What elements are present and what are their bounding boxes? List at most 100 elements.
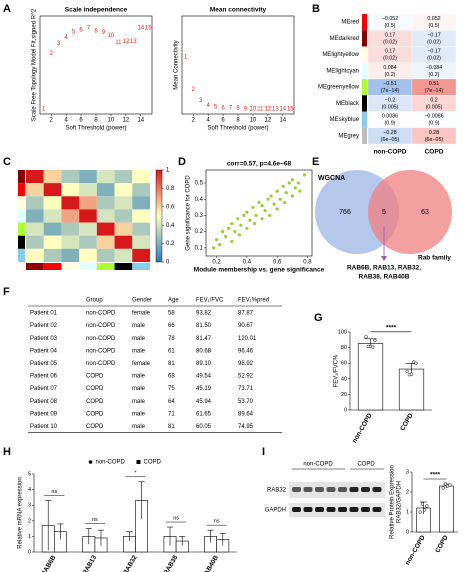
band [303,507,313,512]
x-tick-label: 0.2 [212,260,221,266]
module-swatch [61,263,80,270]
panel-label: H [3,446,11,458]
point [260,204,264,208]
heat-cell [411,127,457,145]
table-cell: male [132,323,146,329]
heat-cell [43,209,62,223]
significance: **** [430,472,441,479]
y-tick-label: 0.1 [195,245,204,251]
point [283,200,287,205]
venn-count: 63 [421,209,429,216]
colorbar-tick-label: 0.4 [166,223,175,229]
heat-cell [61,222,80,236]
heat-cell [96,196,115,210]
y-tick-label: 0 [406,529,409,535]
point-label: 1 [42,107,46,113]
cell-label: (7e−14) [381,88,400,94]
data-point [405,369,409,374]
x-tick-label: COPD [434,534,450,554]
band [361,507,370,512]
significance: ns [92,517,98,523]
point [290,194,294,198]
table-cell: 81.47 [196,336,212,342]
point-label: 13 [130,39,137,45]
module-swatch [18,235,25,249]
table-cell: COPD [86,424,104,430]
x-tick-label: 8 [236,118,240,124]
point [281,184,285,188]
point-label: 4 [64,35,68,41]
x-tick-label: 0.6 [273,260,282,266]
heat-cell [96,170,115,184]
table-cell: 60.05 [196,424,212,430]
point [211,246,216,250]
heat-cell [43,235,62,249]
row-label: MEgreenyellow [318,85,360,91]
module-swatch [18,183,25,197]
table-cell: 120.01 [238,336,257,342]
row-label: MEdarkred [330,36,359,42]
legend-marker [88,460,93,464]
x-axis-label: Module membership vs. gene significance [194,267,325,274]
data-point [409,372,414,376]
table-cell: 75 [168,386,175,392]
heat-cell [132,183,150,197]
table-cell: Patient 01 [30,311,58,317]
module-swatch [26,263,44,270]
table-cell: 68 [168,374,175,380]
cell-label: (0.005) [426,104,443,110]
band-label: GAPDH [265,508,286,514]
table-cell: 61 [168,348,175,354]
y-tick-label: 0.2 [195,229,204,235]
heat-cell [26,235,44,249]
y-tick-label: 3 [406,469,409,475]
x-tick-label: non-COPD [404,534,427,566]
point-label: 2 [192,87,196,93]
x-tick-label: 10 [250,118,257,124]
cell-label: 0.17 [385,32,395,38]
significance: ns [214,519,220,525]
y-tick-label: 1 [28,534,31,540]
cell-label: (6e−05) [425,137,444,143]
point [268,213,272,218]
point-label: 15 [145,25,152,31]
x-tick-label: 10 [108,118,115,124]
x-axis-label: Soft Threshold (power) [66,126,127,132]
heat-cell [43,183,62,197]
point-label: 4 [206,103,210,109]
heat-cell [96,222,115,236]
y-tick-label: 40 [341,376,347,382]
data-point [443,482,448,486]
table-cell: male [132,336,146,342]
point [242,213,246,218]
heat-cell [132,196,150,210]
y-axis-label: Relative Protein Expression [390,465,396,539]
point [275,189,279,193]
module-swatch [18,209,25,223]
band [292,487,301,492]
heat-cell [114,183,133,197]
y-axis-label: Gene significance for COPD [186,175,192,251]
legend-marker [136,460,141,464]
x-tick-label: 6 [221,118,225,124]
venn-count: 766 [339,209,351,216]
column-label: non-COPD [374,149,407,156]
chart-title: Scale independence [65,7,128,14]
data-point [448,483,452,487]
point [227,226,231,231]
table-cell: non-COPD [86,323,116,329]
heat-cell [79,170,97,184]
point-label: 3 [199,98,203,104]
data-point [418,510,422,514]
point [239,223,243,227]
x-tick-label: 2 [50,118,54,124]
row-label: MEblack [336,101,360,107]
heat-cell [26,183,44,197]
heat-cell [26,170,44,184]
heat-cell [96,235,115,249]
heat-cell [79,248,97,262]
table-cell: 61.65 [196,411,212,417]
point [298,189,302,193]
point [237,233,241,237]
